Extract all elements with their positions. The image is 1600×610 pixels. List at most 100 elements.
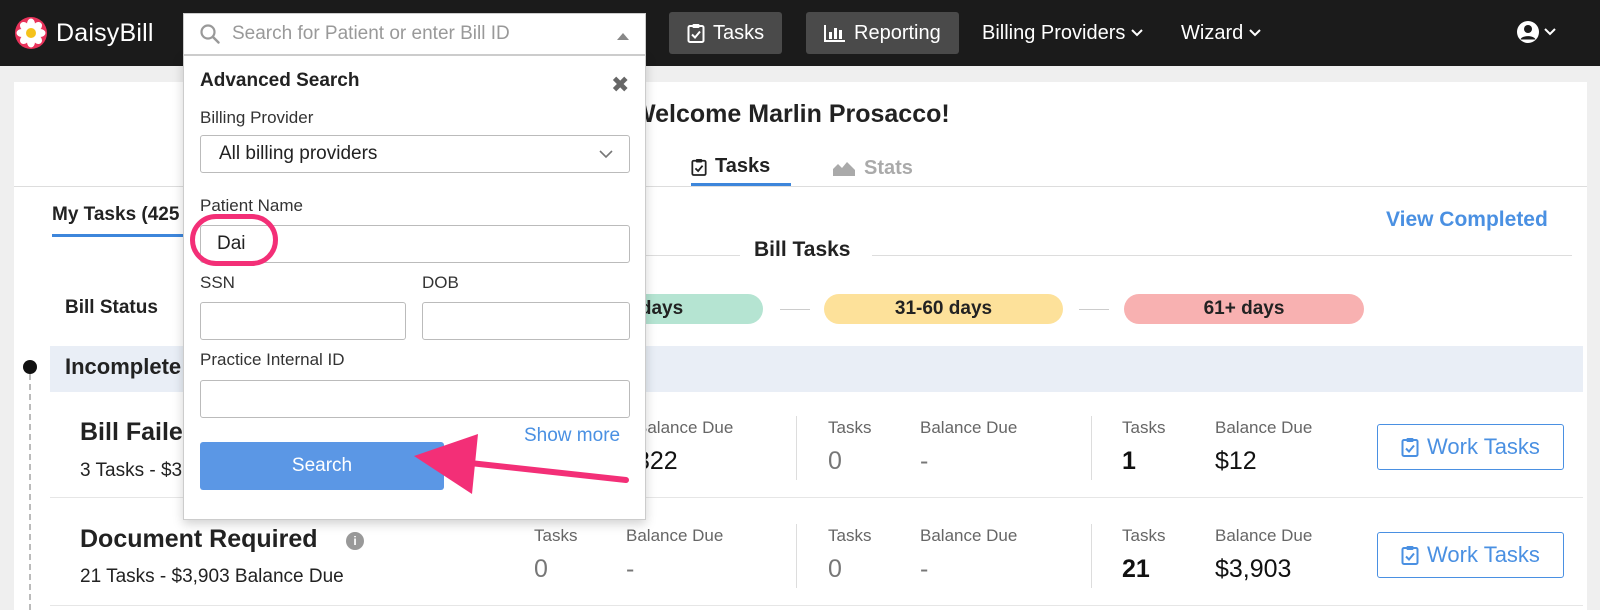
show-more-link[interactable]: Show more	[524, 425, 621, 446]
age-bucket-label: days	[639, 298, 684, 319]
user-menu[interactable]	[1516, 20, 1556, 44]
tasks-count: 21	[1122, 555, 1150, 583]
close-icon[interactable]: ✖	[611, 72, 630, 97]
clipboard-check-icon	[691, 158, 707, 176]
work-tasks-label: Work Tasks	[1427, 542, 1540, 567]
tab-divider	[14, 186, 1587, 187]
area-chart-icon	[833, 162, 855, 176]
practice-id-input[interactable]	[201, 381, 629, 417]
tasks-count: 0	[828, 447, 842, 475]
age-bucket-label: 31-60 days	[894, 298, 993, 319]
billing-provider-select[interactable]: All billing providers	[200, 135, 630, 173]
balance-due-label: Balance Due	[1215, 526, 1313, 545]
nav-reporting-label: Reporting	[854, 21, 941, 44]
nav-wizard-menu[interactable]: Wizard	[1181, 12, 1261, 54]
age-bucket-pill: 31-60 days	[824, 294, 1063, 324]
brand-name: DaisyBill	[56, 18, 154, 47]
tab-stats[interactable]: Stats	[832, 150, 913, 186]
tab-tasks[interactable]: Tasks	[691, 150, 791, 186]
search-bar[interactable]	[183, 13, 646, 55]
nav-tasks-label: Tasks	[713, 21, 765, 44]
clipboard-check-icon	[1401, 546, 1419, 565]
work-tasks-label: Work Tasks	[1427, 434, 1540, 459]
dob-field[interactable]	[422, 302, 630, 340]
balance-due-label: Balance Due	[626, 526, 724, 545]
balance-due-value: -	[920, 555, 929, 583]
task-row-subtitle: 21 Tasks - $3,903 Balance Due	[80, 566, 344, 587]
tab-tasks-label: Tasks	[715, 155, 771, 177]
tasks-label: Tasks	[1122, 418, 1166, 437]
tasks-label: Tasks	[828, 526, 872, 545]
nav-wizard-label: Wizard	[1181, 21, 1244, 44]
bill-tasks-rule-left	[646, 255, 740, 256]
age-bucket-label: 61+ days	[1203, 298, 1285, 319]
clipboard-check-icon	[1401, 438, 1419, 457]
chevron-down-icon	[599, 149, 613, 158]
user-circle-icon	[1517, 21, 1539, 43]
column-divider	[796, 416, 797, 480]
balance-due-label: Balance Due	[636, 418, 734, 437]
column-divider	[1091, 416, 1092, 480]
chevron-down-icon	[1544, 28, 1556, 36]
incomplete-group-label: Incomplete	[65, 354, 182, 379]
tasks-label: Tasks	[1122, 526, 1166, 545]
task-row-title: Bill Faile	[80, 418, 183, 446]
balance-due-value: -	[920, 447, 929, 475]
balance-due-label: Balance Due	[1215, 418, 1313, 437]
billing-provider-label: Billing Provider	[200, 108, 314, 127]
dob-label: DOB	[422, 273, 459, 292]
bill-tasks-title: Bill Tasks	[754, 238, 851, 261]
column-divider	[796, 524, 797, 588]
highlight-ring	[190, 214, 278, 266]
tasks-label: Tasks	[828, 418, 872, 437]
billing-provider-value: All billing providers	[219, 143, 378, 164]
chevron-down-icon	[1249, 29, 1261, 37]
ssn-input[interactable]	[201, 303, 405, 339]
practice-id-field[interactable]	[200, 380, 630, 418]
patient-name-label: Patient Name	[200, 196, 303, 215]
pill-connector	[1079, 309, 1109, 310]
column-divider	[1091, 524, 1092, 588]
ssn-label: SSN	[200, 273, 235, 292]
dob-input[interactable]	[423, 303, 629, 339]
task-row-title: Document Required	[80, 525, 318, 553]
practice-id-label: Practice Internal ID	[200, 350, 345, 369]
work-tasks-button[interactable]: Work Tasks	[1377, 532, 1564, 578]
search-input[interactable]	[232, 23, 592, 45]
tasks-count: 1	[1122, 447, 1136, 475]
nav-billing-providers-menu[interactable]: Billing Providers	[982, 12, 1144, 54]
bill-status-label: Bill Status	[65, 297, 158, 318]
timeline-dot	[23, 360, 37, 374]
advanced-search-title: Advanced Search	[200, 70, 360, 91]
clipboard-check-icon	[687, 24, 705, 43]
nav-tasks-button[interactable]: Tasks	[669, 12, 783, 54]
info-icon[interactable]: i	[346, 532, 364, 550]
ssn-field[interactable]	[200, 302, 406, 340]
welcome-heading: Welcome Marlin Prosacco!	[632, 100, 950, 128]
balance-due-label: Balance Due	[920, 526, 1018, 545]
balance-due-value: -	[626, 555, 635, 583]
pointer-arrow-icon	[414, 434, 629, 494]
view-completed-link[interactable]: View Completed	[1386, 208, 1548, 231]
bill-tasks-rule-right	[872, 255, 1572, 256]
nav-billing-providers-label: Billing Providers	[982, 21, 1126, 44]
balance-due-label: Balance Due	[920, 418, 1018, 437]
chevron-down-icon	[1131, 29, 1144, 37]
task-row-subtitle: 3 Tasks - $3	[80, 460, 183, 481]
nav-reporting-button[interactable]: Reporting	[806, 12, 959, 54]
tab-stats-label: Stats	[864, 156, 913, 179]
age-bucket-pill: 61+ days	[1124, 294, 1364, 324]
balance-due-value: $12	[1215, 447, 1257, 475]
search-icon	[200, 24, 220, 44]
brand-logo[interactable]: DaisyBill	[14, 16, 154, 50]
bar-chart-icon	[824, 25, 845, 42]
search-button[interactable]: Search	[200, 442, 444, 490]
timeline-line	[29, 374, 31, 610]
my-tasks-tab[interactable]: My Tasks (425	[52, 204, 212, 237]
caret-up-icon[interactable]	[617, 33, 629, 40]
daisy-logo-icon	[15, 17, 47, 49]
work-tasks-button[interactable]: Work Tasks	[1377, 424, 1564, 470]
pill-connector	[780, 309, 810, 310]
balance-due-value: $3,903	[1215, 555, 1292, 583]
tasks-count: 0	[828, 555, 842, 583]
